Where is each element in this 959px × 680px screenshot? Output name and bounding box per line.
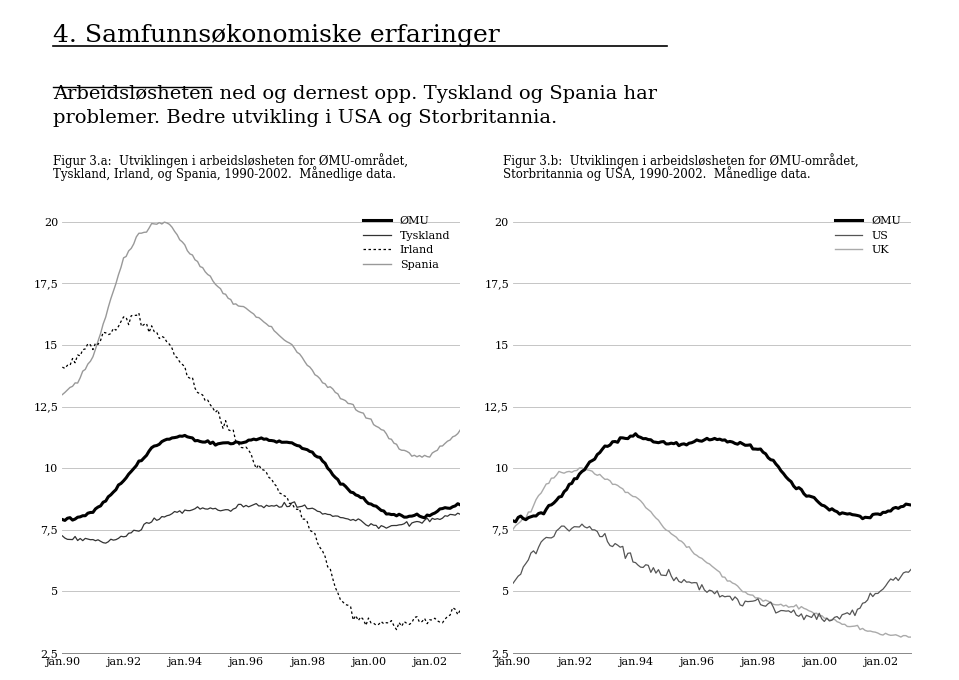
Text: Tyskland, Irland, og Spania, 1990-2002.  Månedlige data.: Tyskland, Irland, og Spania, 1990-2002. …: [53, 167, 396, 182]
Legend: ØMU, US, UK: ØMU, US, UK: [830, 212, 905, 260]
Legend: ØMU, Tyskland, Irland, Spania: ØMU, Tyskland, Irland, Spania: [359, 212, 455, 274]
Text: Storbritannia og USA, 1990-2002.  Månedlige data.: Storbritannia og USA, 1990-2002. Månedli…: [503, 167, 811, 182]
Text: Figur 3.b:  Utviklingen i arbeidsløsheten for ØMU-området,: Figur 3.b: Utviklingen i arbeidsløsheten…: [503, 153, 859, 168]
Text: Figur 3.a:  Utviklingen i arbeidsløsheten for ØMU-området,: Figur 3.a: Utviklingen i arbeidsløsheten…: [53, 153, 408, 168]
Text: 4. Samfunnsøkonomiske erfaringer: 4. Samfunnsøkonomiske erfaringer: [53, 24, 500, 47]
Text: problemer. Bedre utvikling i USA og Storbritannia.: problemer. Bedre utvikling i USA og Stor…: [53, 109, 557, 126]
Text: Arbeidsløsheten ned og dernest opp. Tyskland og Spania har: Arbeidsløsheten ned og dernest opp. Tysk…: [53, 85, 657, 103]
